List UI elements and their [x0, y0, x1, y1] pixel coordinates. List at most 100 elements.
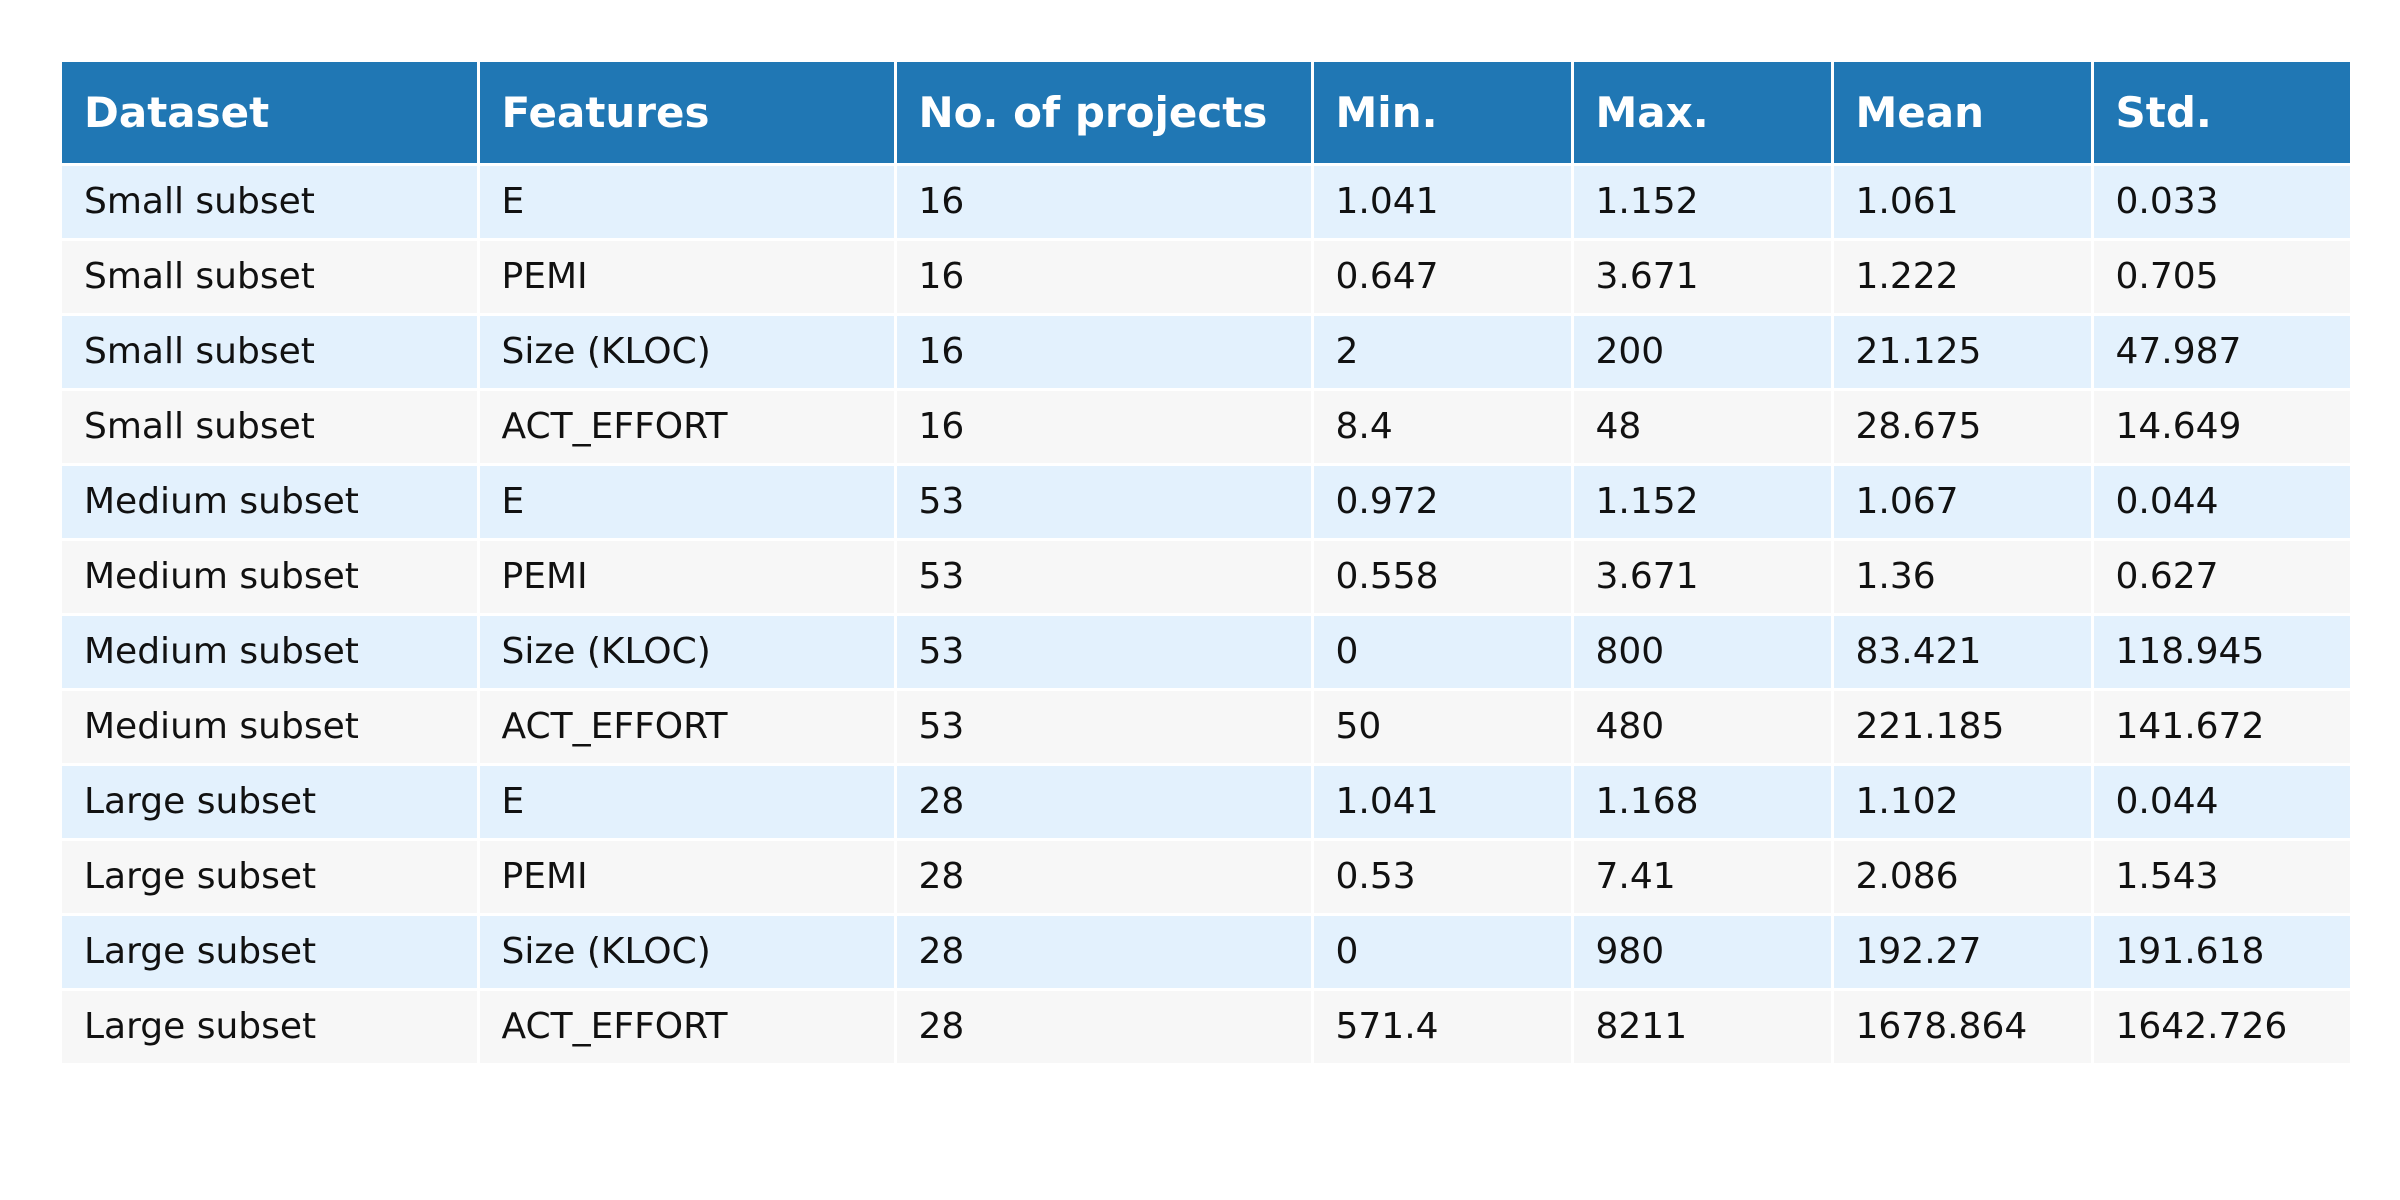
cell-min: 8.4 [1312, 389, 1574, 466]
cell-dataset: Medium subset [62, 614, 480, 691]
cell-max: 1.152 [1572, 164, 1834, 241]
cell-no-of-projects: 53 [895, 614, 1314, 691]
table-row: Small subset E 16 1.041 1.152 1.061 0.033 [62, 164, 2350, 241]
statistics-table: Dataset Features No. of projects Min. Ma… [62, 62, 2350, 1066]
cell-mean: 1.102 [1832, 764, 2094, 841]
table-row: Large subset Size (KLOC) 28 0 980 192.27 191.6… [62, 914, 2350, 991]
header-min: Min. [1312, 62, 1574, 166]
cell-min: 1.041 [1312, 164, 1574, 241]
cell-std: 0.627 [2092, 539, 2350, 616]
cell-no-of-projects: 16 [895, 239, 1314, 316]
cell-features: E [478, 764, 897, 841]
cell-mean: 1.061 [1832, 164, 2094, 241]
cell-std: 0.044 [2092, 464, 2350, 541]
cell-dataset: Small subset [62, 389, 480, 466]
cell-mean: 2.086 [1832, 839, 2094, 916]
cell-features: Size (KLOC) [478, 614, 897, 691]
cell-mean: 1.222 [1832, 239, 2094, 316]
cell-min: 1.041 [1312, 764, 1574, 841]
cell-no-of-projects: 28 [895, 764, 1314, 841]
cell-std: 0.044 [2092, 764, 2350, 841]
cell-features: ACT_EFFORT [478, 989, 897, 1066]
table-body: Small subset E 16 1.041 1.152 1.061 0.033 Small… [62, 164, 2350, 1066]
cell-max: 800 [1572, 614, 1834, 691]
cell-dataset: Large subset [62, 839, 480, 916]
cell-dataset: Small subset [62, 239, 480, 316]
cell-mean: 83.421 [1832, 614, 2094, 691]
cell-std: 0.033 [2092, 164, 2350, 241]
cell-dataset: Small subset [62, 314, 480, 391]
cell-no-of-projects: 53 [895, 689, 1314, 766]
table-header-row: Dataset Features No. of projects Min. Ma… [62, 62, 2350, 166]
cell-max: 8211 [1572, 989, 1834, 1066]
cell-no-of-projects: 28 [895, 839, 1314, 916]
cell-features: ACT_EFFORT [478, 689, 897, 766]
cell-dataset: Medium subset [62, 689, 480, 766]
cell-no-of-projects: 28 [895, 914, 1314, 991]
cell-mean: 192.27 [1832, 914, 2094, 991]
cell-dataset: Medium subset [62, 539, 480, 616]
cell-std: 1642.726 [2092, 989, 2350, 1066]
cell-dataset: Small subset [62, 164, 480, 241]
table-row: Medium subset ACT_EFFORT 53 50 480 221.185 141… [62, 689, 2350, 766]
cell-mean: 1678.864 [1832, 989, 2094, 1066]
cell-dataset: Medium subset [62, 464, 480, 541]
cell-std: 118.945 [2092, 614, 2350, 691]
cell-dataset: Large subset [62, 989, 480, 1066]
data-table-container: Dataset Features No. of projects Min. Ma… [62, 62, 2350, 1066]
cell-features: PEMI [478, 539, 897, 616]
cell-no-of-projects: 53 [895, 539, 1314, 616]
cell-min: 0.972 [1312, 464, 1574, 541]
cell-min: 0.53 [1312, 839, 1574, 916]
cell-max: 3.671 [1572, 539, 1834, 616]
cell-features: Size (KLOC) [478, 914, 897, 991]
table-row: Medium subset E 53 0.972 1.152 1.067 0.044 [62, 464, 2350, 541]
cell-features: Size (KLOC) [478, 314, 897, 391]
cell-max: 480 [1572, 689, 1834, 766]
cell-no-of-projects: 53 [895, 464, 1314, 541]
header-dataset: Dataset [62, 62, 480, 166]
header-max: Max. [1572, 62, 1834, 166]
cell-min: 50 [1312, 689, 1574, 766]
cell-mean: 21.125 [1832, 314, 2094, 391]
cell-no-of-projects: 16 [895, 164, 1314, 241]
cell-features: PEMI [478, 239, 897, 316]
cell-mean: 1.067 [1832, 464, 2094, 541]
header-mean: Mean [1832, 62, 2094, 166]
cell-max: 1.168 [1572, 764, 1834, 841]
table-row: Large subset E 28 1.041 1.168 1.102 0.044 [62, 764, 2350, 841]
cell-dataset: Large subset [62, 764, 480, 841]
cell-min: 571.4 [1312, 989, 1574, 1066]
cell-min: 2 [1312, 314, 1574, 391]
cell-std: 14.649 [2092, 389, 2350, 466]
cell-min: 0.558 [1312, 539, 1574, 616]
cell-std: 0.705 [2092, 239, 2350, 316]
cell-max: 7.41 [1572, 839, 1834, 916]
table-row: Large subset PEMI 28 0.53 7.41 2.086 1.543 [62, 839, 2350, 916]
cell-dataset: Large subset [62, 914, 480, 991]
header-std: Std. [2092, 62, 2350, 166]
table-row: Medium subset PEMI 53 0.558 3.671 1.36 0.627 [62, 539, 2350, 616]
cell-no-of-projects: 16 [895, 389, 1314, 466]
cell-min: 0.647 [1312, 239, 1574, 316]
cell-features: E [478, 464, 897, 541]
cell-features: E [478, 164, 897, 241]
table-row: Small subset Size (KLOC) 16 2 200 21.125 47.98… [62, 314, 2350, 391]
cell-std: 191.618 [2092, 914, 2350, 991]
table-row: Medium subset Size (KLOC) 53 0 800 83.421 118.… [62, 614, 2350, 691]
header-features: Features [478, 62, 897, 166]
cell-features: ACT_EFFORT [478, 389, 897, 466]
header-no-of-projects: No. of projects [895, 62, 1314, 166]
cell-no-of-projects: 28 [895, 989, 1314, 1066]
table-row: Small subset PEMI 16 0.647 3.671 1.222 0.705 [62, 239, 2350, 316]
cell-max: 980 [1572, 914, 1834, 991]
cell-mean: 1.36 [1832, 539, 2094, 616]
cell-no-of-projects: 16 [895, 314, 1314, 391]
cell-min: 0 [1312, 614, 1574, 691]
cell-features: PEMI [478, 839, 897, 916]
cell-std: 1.543 [2092, 839, 2350, 916]
table-row: Small subset ACT_EFFORT 16 8.4 48 28.675 14.64… [62, 389, 2350, 466]
cell-max: 3.671 [1572, 239, 1834, 316]
cell-std: 47.987 [2092, 314, 2350, 391]
cell-std: 141.672 [2092, 689, 2350, 766]
